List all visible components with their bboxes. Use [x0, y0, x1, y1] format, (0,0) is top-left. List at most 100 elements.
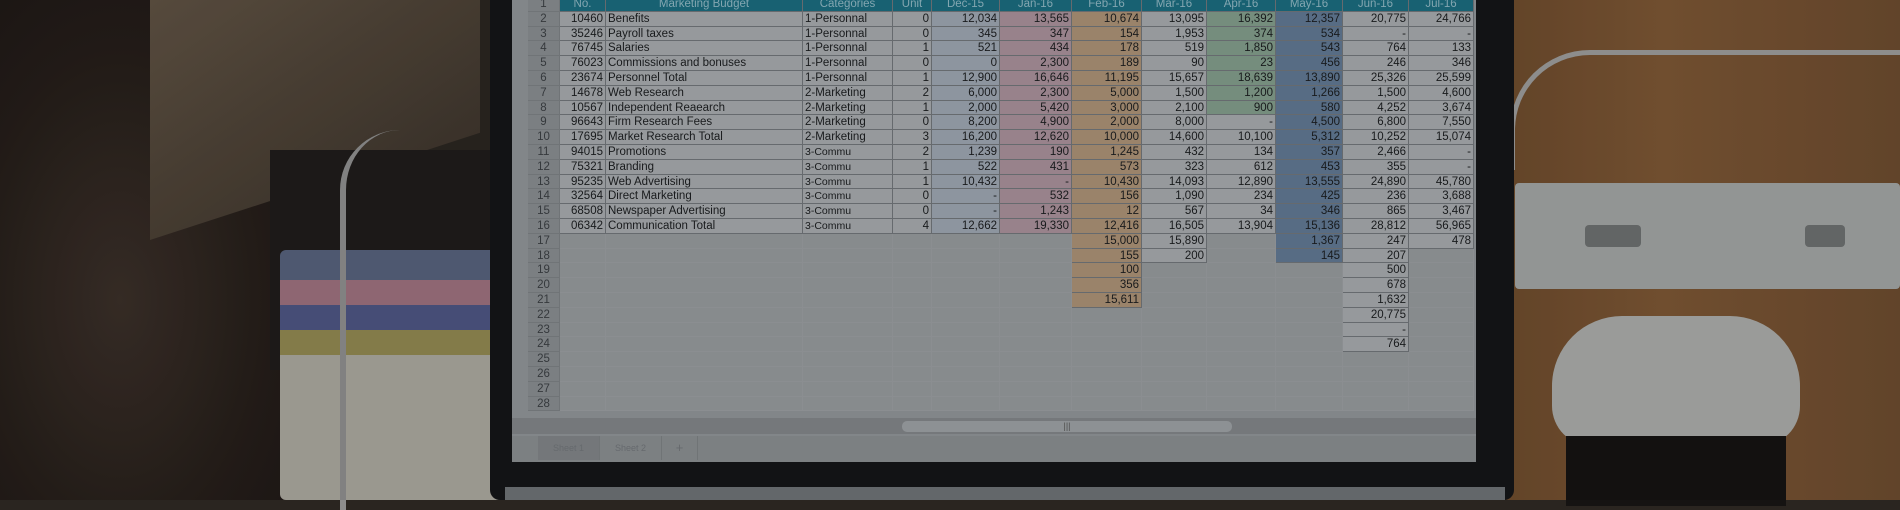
cell[interactable]	[893, 248, 932, 264]
row-number[interactable]: 28	[528, 396, 560, 412]
cell[interactable]: 1	[893, 174, 932, 190]
cell[interactable]	[1072, 307, 1142, 323]
cell[interactable]: 13,890	[1276, 70, 1343, 86]
cell[interactable]	[1207, 233, 1276, 249]
cell[interactable]: -	[1000, 174, 1072, 190]
row-number[interactable]: 21	[528, 292, 560, 308]
cell[interactable]: 12,900	[932, 70, 1000, 86]
cell[interactable]	[1142, 337, 1207, 353]
cell[interactable]	[1000, 292, 1072, 308]
cell[interactable]: 24,766	[1409, 11, 1474, 27]
cell[interactable]: 431	[1000, 159, 1072, 175]
cell[interactable]: 247	[1343, 233, 1409, 249]
cell[interactable]	[893, 292, 932, 308]
cell[interactable]: 12,620	[1000, 130, 1072, 145]
cell[interactable]	[893, 381, 932, 397]
cell[interactable]: 15,657	[1142, 70, 1207, 86]
cell[interactable]	[893, 366, 932, 382]
cell[interactable]	[932, 292, 1000, 308]
cell[interactable]: 543	[1276, 41, 1343, 57]
cell[interactable]: 20,775	[1343, 11, 1409, 27]
column-header[interactable]: Mar-16	[1142, 0, 1207, 12]
cell[interactable]: 13,095	[1142, 11, 1207, 27]
cell[interactable]: 11,195	[1072, 70, 1142, 86]
cell[interactable]	[1207, 322, 1276, 338]
cell[interactable]: Personnel Total	[606, 70, 803, 86]
cell[interactable]: 3,467	[1409, 204, 1474, 219]
cell[interactable]: 3-Commu	[803, 159, 893, 175]
cell[interactable]: Communication Total	[606, 218, 803, 234]
cell[interactable]: 16,200	[932, 130, 1000, 145]
cell[interactable]: 189	[1072, 56, 1142, 71]
cell[interactable]: 200	[1142, 248, 1207, 264]
cell[interactable]: Web Advertising	[606, 174, 803, 190]
cell[interactable]	[1207, 396, 1276, 412]
cell[interactable]	[560, 366, 606, 382]
cell[interactable]: 2,000	[1072, 115, 1142, 131]
row-number[interactable]: 25	[528, 352, 560, 367]
cell[interactable]	[893, 322, 932, 338]
cell[interactable]: 573	[1072, 159, 1142, 175]
cell[interactable]	[1072, 396, 1142, 412]
cell[interactable]: 0	[893, 11, 932, 27]
cell[interactable]	[606, 307, 803, 323]
cell[interactable]: 1,266	[1276, 85, 1343, 101]
cell[interactable]: 95235	[560, 174, 606, 190]
cell[interactable]	[560, 233, 606, 249]
cell[interactable]: 1,090	[1142, 189, 1207, 205]
row-number[interactable]: 9	[528, 115, 560, 131]
cell[interactable]: 10,432	[932, 174, 1000, 190]
row-number[interactable]: 23	[528, 322, 560, 338]
cell[interactable]	[560, 352, 606, 367]
cell[interactable]	[932, 248, 1000, 264]
cell[interactable]: 18,639	[1207, 70, 1276, 86]
cell[interactable]: 34	[1207, 204, 1276, 219]
cell[interactable]	[803, 396, 893, 412]
row-number[interactable]: 10	[528, 130, 560, 145]
cell[interactable]: 323	[1142, 159, 1207, 175]
row-number[interactable]: 11	[528, 144, 560, 160]
cell[interactable]: 521	[932, 41, 1000, 57]
row-number[interactable]: 20	[528, 278, 560, 293]
cell[interactable]: 12,662	[932, 218, 1000, 234]
column-header[interactable]: Unit	[893, 0, 932, 12]
cell[interactable]	[1276, 263, 1343, 279]
cell[interactable]: 1	[893, 100, 932, 116]
cell[interactable]: 3,674	[1409, 100, 1474, 116]
cell[interactable]: 0	[893, 26, 932, 42]
cell[interactable]	[560, 263, 606, 279]
row-number[interactable]: 2	[528, 11, 560, 27]
cell[interactable]: 0	[893, 189, 932, 205]
cell[interactable]	[1207, 263, 1276, 279]
cell[interactable]	[606, 278, 803, 293]
cell[interactable]: 1,245	[1072, 144, 1142, 160]
cell[interactable]: 567	[1142, 204, 1207, 219]
cell[interactable]	[803, 322, 893, 338]
cell[interactable]: 0	[893, 56, 932, 71]
row-number[interactable]: 17	[528, 233, 560, 249]
cell[interactable]: Branding	[606, 159, 803, 175]
cell[interactable]: 1-Personnal	[803, 41, 893, 57]
cell[interactable]: 68508	[560, 204, 606, 219]
row-number[interactable]: 26	[528, 366, 560, 382]
cell[interactable]	[1142, 322, 1207, 338]
cell[interactable]: 13,904	[1207, 218, 1276, 234]
cell[interactable]: 1-Personnal	[803, 70, 893, 86]
cell[interactable]	[1000, 381, 1072, 397]
cell[interactable]	[1000, 396, 1072, 412]
cell[interactable]: 1,500	[1343, 85, 1409, 101]
cell[interactable]	[803, 381, 893, 397]
cell[interactable]: -	[1409, 159, 1474, 175]
cell[interactable]: 25,326	[1343, 70, 1409, 86]
cell[interactable]: 1,239	[932, 144, 1000, 160]
cell[interactable]: 10,100	[1207, 130, 1276, 145]
row-number[interactable]: 27	[528, 381, 560, 397]
cell[interactable]	[1276, 278, 1343, 293]
cell[interactable]	[1142, 307, 1207, 323]
cell[interactable]	[1072, 366, 1142, 382]
cell[interactable]: 534	[1276, 26, 1343, 42]
cell[interactable]	[560, 337, 606, 353]
cell[interactable]: 1-Personnal	[803, 26, 893, 42]
cell[interactable]: 1	[893, 41, 932, 57]
cell[interactable]	[932, 352, 1000, 367]
